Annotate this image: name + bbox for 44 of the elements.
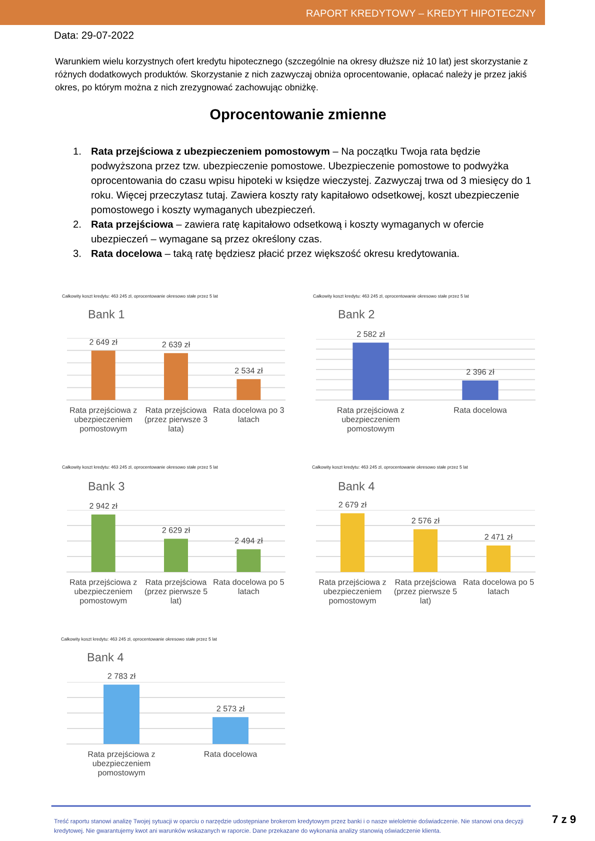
- data-label: 2 649 zł: [90, 338, 118, 345]
- x-tick-label: Rata docelowa: [204, 750, 258, 757]
- x-tick-label: Rata przejściowa z ubezpieczeniem pomostowym: [70, 406, 137, 434]
- text: Rata przejściowa z ubezpieczeniem pomostowym – Na początku Twoja rata będzie: [92, 147, 480, 157]
- data-label: 2 679 zł: [338, 502, 367, 508]
- data-label: 2 534 zł: [234, 367, 263, 374]
- chart-title: Bank 1: [88, 310, 124, 318]
- chart-title: Bank 4: [338, 482, 374, 490]
- text: Oprocentowanie zmienne: [210, 108, 386, 122]
- data-label: 2 494 zł: [234, 538, 263, 544]
- text: podwyższona przez tzw. ubezpieczenie pomostowe. Ubezpieczenie pomostowe to podwyżka oprocentowania do czasu wpisu hipoteki w księdze wieczystej. Zazwyczaj trwa od 3 miesięcy do 1 roku. Więcej przeczytasz tutaj. Zawiera koszty raty kapitałowo odsetkowej, koszt ubezpieczenie pomostowego i koszty wymaganych ubezpieczeń.: [91, 162, 531, 216]
- data-label: 2 576 zł: [412, 518, 440, 524]
- data-label: 2 582 zł: [357, 330, 385, 337]
- data-label: 2 471 zł: [484, 534, 513, 540]
- text: Data: 29-07-2022: [54, 32, 134, 39]
- x-tick-label: Rata przejściowa (przez pierwsze 3 lata): [144, 406, 208, 434]
- x-tick-label: Rata docelowa: [454, 406, 507, 413]
- data-label: 2 942 zł: [90, 502, 118, 509]
- x-tick-label: Rata przejściowa z ubezpieczeniem pomostowym: [338, 406, 404, 434]
- x-tick-label: Rata przejściowa z ubezpieczeniem pomostowym: [70, 578, 137, 606]
- data-label: 2 783 zł: [108, 672, 136, 679]
- data-label: 2 639 zł: [162, 341, 190, 348]
- text: Warunkiem wielu korzystnych ofert kredytu hipotecznego (szczególnie na okresy dłuższe niż 10 lat) jest skorzystanie z różnych dodatkowych produktów. Skorzystanie z nich zazwyczaj obniża oprocentowanie, opłacać należy je przez jakiś okres, po którym można z nich zrezygnować zachowując obniżkę.: [55, 58, 528, 92]
- x-tick-label: Rata przejściowa (przez pierwsze 5 lat): [144, 578, 208, 606]
- text: 2.: [74, 220, 81, 228]
- x-tick-label: Rata docelowa po 5 latach: [464, 578, 534, 594]
- text: 7 z 9: [552, 815, 576, 824]
- text: RAPORT KREDYTOWY – KREDYT HIPOTECZNY: [306, 10, 536, 17]
- data-label: 2 396 zł: [466, 368, 494, 375]
- text: ubezpieczeń – wymagane są przez określony czas.: [92, 234, 322, 244]
- x-tick-label: Rata docelowa po 5 latach: [214, 578, 284, 594]
- chart-title: Bank 2: [338, 310, 374, 318]
- data-label: 2 629 zł: [162, 527, 190, 533]
- text: 1.: [74, 148, 81, 155]
- chart-title: Bank 4: [88, 652, 124, 662]
- text: Rata docelowa – taką ratę będziesz płacić przez większość okresu kredytowania.: [92, 249, 459, 260]
- chart-title: Bank 3: [88, 482, 124, 490]
- data-label: 2 573 zł: [216, 706, 245, 712]
- text: 3.: [73, 250, 81, 257]
- text: Rata przejściowa – zawiera ratę kapitałowo odsetkową i koszty wymaganych w ofercie: [92, 220, 484, 230]
- x-tick-label: Rata przejściowa z ubezpieczeniem pomostowym: [319, 578, 386, 606]
- x-tick-label: Rata przejściowa (przez pierwsze 5 lat): [394, 578, 457, 606]
- x-tick-label: Rata docelowa po 3 latach: [214, 406, 284, 422]
- x-tick-label: Rata przejściowa z ubezpieczeniem pomostowym: [88, 750, 155, 778]
